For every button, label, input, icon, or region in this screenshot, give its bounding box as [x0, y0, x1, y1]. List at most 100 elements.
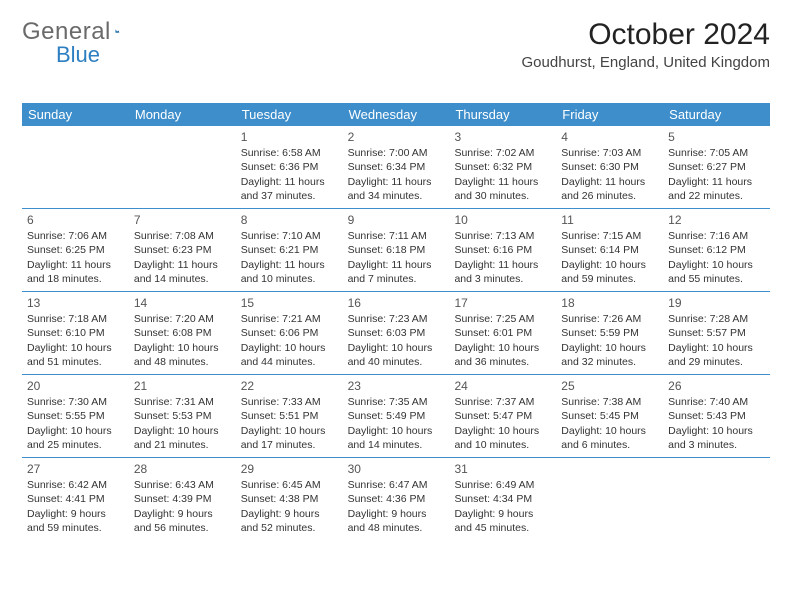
daylight1-text: Daylight: 10 hours	[241, 424, 338, 438]
day-number: 4	[561, 129, 658, 145]
day-cell: 9Sunrise: 7:11 AMSunset: 6:18 PMDaylight…	[343, 209, 450, 291]
day-cell: 27Sunrise: 6:42 AMSunset: 4:41 PMDayligh…	[22, 458, 129, 540]
day-number: 2	[348, 129, 445, 145]
daylight1-text: Daylight: 11 hours	[348, 258, 445, 272]
sunset-text: Sunset: 6:08 PM	[134, 326, 231, 340]
daylight2-text: and 17 minutes.	[241, 438, 338, 452]
sunrise-text: Sunrise: 6:47 AM	[348, 478, 445, 492]
sunset-text: Sunset: 6:12 PM	[668, 243, 765, 257]
day-header-fri: Friday	[556, 103, 663, 126]
day-number: 25	[561, 378, 658, 394]
day-header-sat: Saturday	[663, 103, 770, 126]
sunset-text: Sunset: 5:59 PM	[561, 326, 658, 340]
sunset-text: Sunset: 6:06 PM	[241, 326, 338, 340]
day-cell: 12Sunrise: 7:16 AMSunset: 6:12 PMDayligh…	[663, 209, 770, 291]
day-cell: 3Sunrise: 7:02 AMSunset: 6:32 PMDaylight…	[449, 126, 556, 208]
daylight1-text: Daylight: 10 hours	[668, 258, 765, 272]
daylight1-text: Daylight: 10 hours	[134, 424, 231, 438]
sunset-text: Sunset: 6:32 PM	[454, 160, 551, 174]
daylight2-text: and 22 minutes.	[668, 189, 765, 203]
day-number: 28	[134, 461, 231, 477]
daylight1-text: Daylight: 11 hours	[241, 175, 338, 189]
day-number: 23	[348, 378, 445, 394]
week-row: 1Sunrise: 6:58 AMSunset: 6:36 PMDaylight…	[22, 126, 770, 208]
daylight2-text: and 40 minutes.	[348, 355, 445, 369]
daylight2-text: and 18 minutes.	[27, 272, 124, 286]
sunset-text: Sunset: 6:25 PM	[27, 243, 124, 257]
day-number: 15	[241, 295, 338, 311]
daylight1-text: Daylight: 10 hours	[348, 424, 445, 438]
daylight1-text: Daylight: 10 hours	[561, 341, 658, 355]
daylight2-text: and 52 minutes.	[241, 521, 338, 535]
daylight2-text: and 14 minutes.	[134, 272, 231, 286]
daylight2-text: and 6 minutes.	[561, 438, 658, 452]
sunrise-text: Sunrise: 6:49 AM	[454, 478, 551, 492]
day-cell: 25Sunrise: 7:38 AMSunset: 5:45 PMDayligh…	[556, 375, 663, 457]
daylight2-text: and 36 minutes.	[454, 355, 551, 369]
sunset-text: Sunset: 5:53 PM	[134, 409, 231, 423]
daylight2-text: and 14 minutes.	[348, 438, 445, 452]
day-cell: 14Sunrise: 7:20 AMSunset: 6:08 PMDayligh…	[129, 292, 236, 374]
sunset-text: Sunset: 4:39 PM	[134, 492, 231, 506]
daylight2-text: and 7 minutes.	[348, 272, 445, 286]
sunset-text: Sunset: 6:01 PM	[454, 326, 551, 340]
day-number: 29	[241, 461, 338, 477]
sunset-text: Sunset: 5:55 PM	[27, 409, 124, 423]
daylight1-text: Daylight: 10 hours	[561, 258, 658, 272]
day-number: 14	[134, 295, 231, 311]
sunrise-text: Sunrise: 7:26 AM	[561, 312, 658, 326]
day-cell: 2Sunrise: 7:00 AMSunset: 6:34 PMDaylight…	[343, 126, 450, 208]
day-cell: 18Sunrise: 7:26 AMSunset: 5:59 PMDayligh…	[556, 292, 663, 374]
sunset-text: Sunset: 6:16 PM	[454, 243, 551, 257]
daylight1-text: Daylight: 10 hours	[27, 341, 124, 355]
empty-cell	[663, 458, 770, 540]
day-number: 1	[241, 129, 338, 145]
daylight2-text: and 37 minutes.	[241, 189, 338, 203]
daylight2-text: and 34 minutes.	[348, 189, 445, 203]
day-cell: 11Sunrise: 7:15 AMSunset: 6:14 PMDayligh…	[556, 209, 663, 291]
sunrise-text: Sunrise: 7:16 AM	[668, 229, 765, 243]
daylight1-text: Daylight: 11 hours	[454, 175, 551, 189]
sunset-text: Sunset: 6:21 PM	[241, 243, 338, 257]
day-cell: 20Sunrise: 7:30 AMSunset: 5:55 PMDayligh…	[22, 375, 129, 457]
sunrise-text: Sunrise: 7:11 AM	[348, 229, 445, 243]
daylight1-text: Daylight: 9 hours	[454, 507, 551, 521]
day-cell: 19Sunrise: 7:28 AMSunset: 5:57 PMDayligh…	[663, 292, 770, 374]
sunrise-text: Sunrise: 7:40 AM	[668, 395, 765, 409]
day-number: 24	[454, 378, 551, 394]
sunrise-text: Sunrise: 7:35 AM	[348, 395, 445, 409]
day-header-sun: Sunday	[22, 103, 129, 126]
day-number: 17	[454, 295, 551, 311]
header: General October 2024 Goudhurst, England,…	[22, 18, 770, 71]
sunrise-text: Sunrise: 7:21 AM	[241, 312, 338, 326]
logo-text-blue: Blue	[56, 42, 100, 68]
sunset-text: Sunset: 5:43 PM	[668, 409, 765, 423]
daylight2-text: and 59 minutes.	[27, 521, 124, 535]
sunrise-text: Sunrise: 7:10 AM	[241, 229, 338, 243]
daylight2-text: and 21 minutes.	[134, 438, 231, 452]
day-number: 22	[241, 378, 338, 394]
title-block: October 2024 Goudhurst, England, United …	[522, 18, 771, 71]
day-header-row: Sunday Monday Tuesday Wednesday Thursday…	[22, 103, 770, 126]
sunset-text: Sunset: 6:27 PM	[668, 160, 765, 174]
day-number: 12	[668, 212, 765, 228]
sunset-text: Sunset: 6:14 PM	[561, 243, 658, 257]
sail-icon	[115, 20, 120, 42]
daylight1-text: Daylight: 9 hours	[27, 507, 124, 521]
daylight2-text: and 48 minutes.	[348, 521, 445, 535]
sunset-text: Sunset: 5:57 PM	[668, 326, 765, 340]
sunrise-text: Sunrise: 6:58 AM	[241, 146, 338, 160]
week-row: 13Sunrise: 7:18 AMSunset: 6:10 PMDayligh…	[22, 291, 770, 374]
day-number: 11	[561, 212, 658, 228]
daylight1-text: Daylight: 11 hours	[454, 258, 551, 272]
day-cell: 7Sunrise: 7:08 AMSunset: 6:23 PMDaylight…	[129, 209, 236, 291]
sunset-text: Sunset: 5:49 PM	[348, 409, 445, 423]
empty-cell	[556, 458, 663, 540]
day-cell: 16Sunrise: 7:23 AMSunset: 6:03 PMDayligh…	[343, 292, 450, 374]
day-number: 27	[27, 461, 124, 477]
day-cell: 5Sunrise: 7:05 AMSunset: 6:27 PMDaylight…	[663, 126, 770, 208]
sunrise-text: Sunrise: 7:33 AM	[241, 395, 338, 409]
day-number: 7	[134, 212, 231, 228]
day-number: 8	[241, 212, 338, 228]
sunrise-text: Sunrise: 6:42 AM	[27, 478, 124, 492]
